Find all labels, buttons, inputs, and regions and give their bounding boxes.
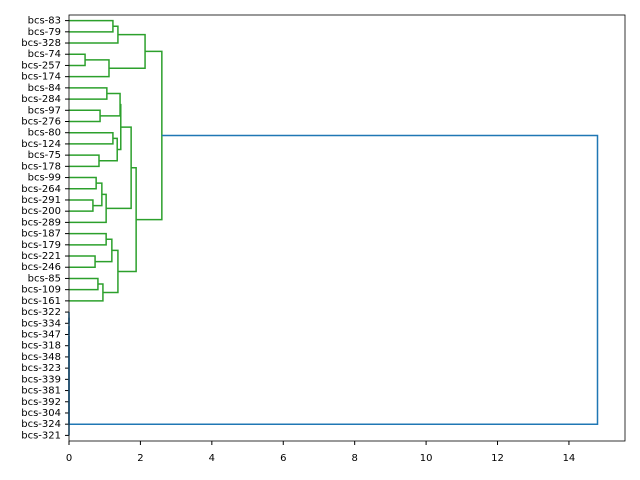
leaf-label: bcs-264 xyxy=(21,184,61,195)
x-tick-label: 6 xyxy=(280,453,286,464)
leaf-label: bcs-291 xyxy=(21,195,61,206)
link xyxy=(69,277,99,291)
leaf-label: bcs-304 xyxy=(21,408,61,419)
link xyxy=(98,137,118,162)
leaf-label: bcs-339 xyxy=(21,374,61,385)
leaf-label: bcs-328 xyxy=(21,38,61,49)
leaf-label: bcs-276 xyxy=(21,117,61,128)
leaf-label: bcs-381 xyxy=(21,386,61,397)
link xyxy=(69,199,94,212)
leaf-label: bcs-179 xyxy=(21,240,61,251)
leaf-label: bcs-178 xyxy=(21,161,61,172)
leaf-label: bcs-324 xyxy=(21,419,61,430)
link xyxy=(69,59,110,78)
link xyxy=(136,50,163,221)
leaf-label: bcs-323 xyxy=(21,363,61,374)
leaf-label: bcs-124 xyxy=(21,139,61,150)
link xyxy=(69,232,107,246)
link xyxy=(108,33,146,69)
link xyxy=(69,255,96,268)
leaf-label: bcs-322 xyxy=(21,307,61,318)
leaf-label: bcs-84 xyxy=(28,83,61,94)
link xyxy=(69,154,100,168)
link xyxy=(69,193,107,224)
x-tick-label: 10 xyxy=(420,453,433,464)
link xyxy=(69,87,108,100)
leaf-label: bcs-99 xyxy=(28,173,61,184)
leaf-label: bcs-80 xyxy=(28,128,61,139)
link xyxy=(69,176,97,190)
link xyxy=(69,283,104,302)
x-tick-label: 12 xyxy=(491,453,504,464)
leaf-label: bcs-347 xyxy=(21,330,61,341)
link xyxy=(100,92,121,117)
leaf-label: bcs-321 xyxy=(21,430,61,441)
leaf-label: bcs-75 xyxy=(28,150,61,161)
axes-frame xyxy=(68,14,626,442)
leaf-label: bcs-392 xyxy=(21,397,61,408)
leaf-label: bcs-109 xyxy=(21,285,61,296)
link xyxy=(117,166,137,273)
leaf-label: bcs-161 xyxy=(21,296,61,307)
leaf-label: bcs-284 xyxy=(21,94,61,105)
link xyxy=(69,134,599,425)
leaf-label: bcs-348 xyxy=(21,352,61,363)
leaf-label: bcs-318 xyxy=(21,341,61,352)
x-tick-label: 14 xyxy=(563,453,576,464)
link xyxy=(69,109,101,123)
link xyxy=(95,238,113,263)
x-tick-label: 8 xyxy=(351,453,357,464)
leaf-label: bcs-83 xyxy=(28,16,61,27)
link xyxy=(102,249,119,294)
link xyxy=(69,25,119,44)
x-tick-label: 2 xyxy=(137,453,143,464)
leaf-label: bcs-221 xyxy=(21,251,61,262)
link xyxy=(117,103,122,151)
leaf-label: bcs-200 xyxy=(21,206,61,217)
leaf-label: bcs-79 xyxy=(28,27,61,38)
leaf-label: bcs-174 xyxy=(21,72,61,83)
leaf-label: bcs-289 xyxy=(21,217,61,228)
link xyxy=(92,182,103,207)
leaf-label: bcs-257 xyxy=(21,60,61,71)
leaf-label: bcs-97 xyxy=(28,105,61,116)
link xyxy=(69,131,114,145)
link xyxy=(69,53,86,67)
leaf-label: bcs-187 xyxy=(21,229,61,240)
leaf-label: bcs-74 xyxy=(28,49,61,60)
link xyxy=(106,126,132,210)
leaf-label: bcs-246 xyxy=(21,262,61,273)
leaf-label: bcs-85 xyxy=(28,273,61,284)
x-tick-label: 4 xyxy=(209,453,215,464)
leaf-label: bcs-334 xyxy=(21,318,61,329)
link xyxy=(69,19,114,33)
x-tick-label: 0 xyxy=(66,453,72,464)
